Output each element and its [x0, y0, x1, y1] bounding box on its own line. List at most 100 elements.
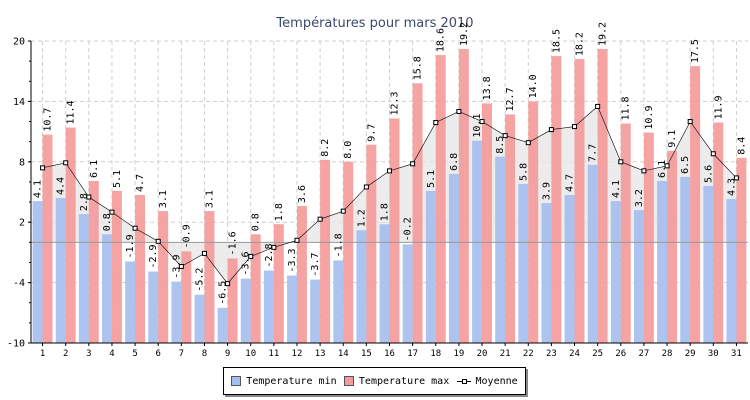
value-label: 4.1: [611, 180, 622, 198]
bar-max: [482, 103, 492, 343]
bar-max: [273, 224, 284, 343]
bar-min: [657, 180, 668, 343]
x-tick-label: 6: [155, 349, 160, 359]
value-label: 4.7: [565, 174, 576, 192]
bar-min: [425, 190, 436, 343]
bar-min: [32, 201, 43, 343]
bar-min: [148, 271, 159, 343]
value-label: 4.1: [33, 180, 44, 198]
value-label: 3.1: [204, 190, 215, 208]
bar-min: [564, 195, 575, 343]
value-label: 6.1: [657, 160, 668, 178]
average-marker: [410, 161, 416, 167]
value-label: -1.8: [333, 233, 344, 257]
average-marker: [201, 250, 207, 256]
legend-label-average: Moyenne: [475, 375, 518, 387]
bar-min: [171, 281, 182, 343]
bar-max: [389, 118, 400, 343]
chart-title: Températures pour mars 2010: [276, 16, 474, 31]
value-label: 10.7: [43, 108, 54, 132]
bar-max: [65, 127, 76, 343]
bar-min: [518, 183, 529, 343]
value-label: 10.1: [472, 114, 483, 138]
average-marker: [572, 124, 578, 130]
x-tick-label: 10: [245, 349, 256, 359]
value-label: 0.8: [251, 213, 262, 231]
bar-max: [713, 122, 724, 343]
average-marker: [271, 244, 277, 250]
value-label: -6.5: [218, 281, 229, 305]
bar-max: [736, 157, 747, 343]
legend-swatch-max: [343, 376, 354, 386]
y-tick-label: -4: [13, 278, 25, 289]
value-label: 4.4: [56, 177, 67, 195]
value-label: -3.9: [171, 254, 182, 278]
y-tick-label: 20: [13, 37, 25, 48]
value-label: 8.2: [320, 139, 331, 157]
value-label: 8.0: [343, 141, 354, 159]
average-marker: [710, 151, 716, 157]
value-label: -3.7: [310, 252, 321, 276]
bar-min: [379, 224, 390, 343]
average-marker: [63, 160, 69, 166]
bar-min: [610, 201, 621, 343]
x-tick-label: 30: [708, 349, 719, 359]
value-label: -5.2: [194, 268, 205, 292]
bar-min: [310, 279, 321, 343]
bar-min: [125, 261, 136, 343]
bar-max: [296, 206, 307, 343]
value-label: 1.8: [274, 203, 285, 221]
x-tick-label: 1: [40, 349, 45, 359]
value-label: 15.8: [413, 56, 424, 80]
bar-max: [343, 161, 354, 343]
value-label: 3.2: [634, 189, 645, 207]
value-label: 13.8: [482, 76, 493, 100]
value-label: 6.1: [89, 160, 100, 178]
average-marker: [433, 120, 439, 126]
x-tick-label: 20: [477, 349, 488, 359]
value-label: 19.2: [598, 22, 609, 46]
bar-max: [412, 83, 423, 343]
value-label: 5.1: [112, 170, 123, 188]
bar-min: [402, 244, 413, 343]
bar-max: [574, 59, 585, 344]
average-marker: [548, 127, 554, 133]
x-tick-label: 11: [268, 349, 279, 359]
value-label: -0.2: [403, 217, 414, 241]
bar-max: [366, 144, 377, 343]
bar-max: [250, 234, 261, 343]
value-label: -1.9: [125, 234, 136, 258]
x-tick-label: 24: [569, 349, 580, 359]
average-marker: [317, 216, 323, 222]
y-tick-label: 2: [19, 218, 25, 229]
bar-max: [135, 195, 146, 343]
bar-min: [680, 176, 691, 343]
legend: Temperature min Temperature max Moyenne: [223, 367, 526, 395]
legend-swatch-min: [231, 376, 242, 386]
value-label: 11.4: [66, 100, 77, 124]
bar-max: [42, 134, 53, 343]
bar-min: [263, 270, 274, 343]
value-label: 4.3: [726, 178, 737, 196]
value-label: 7.7: [588, 144, 599, 162]
value-label: 1.2: [356, 209, 367, 227]
average-marker: [687, 119, 693, 125]
x-tick-label: 7: [179, 349, 184, 359]
legend-label-max: Temperature max: [358, 375, 450, 387]
x-tick-label: 27: [638, 349, 649, 359]
value-label: 10.9: [644, 106, 655, 130]
bar-min: [495, 156, 506, 343]
bar-min: [726, 199, 737, 343]
value-label: 8.4: [736, 137, 747, 155]
average-marker: [502, 133, 508, 139]
value-label: 3.6: [297, 185, 308, 203]
value-label: 5.8: [518, 163, 529, 181]
bar-min: [541, 203, 552, 343]
average-marker: [109, 209, 115, 215]
average-marker: [132, 225, 138, 231]
average-marker: [525, 140, 531, 146]
bar-min: [55, 198, 66, 343]
bar-max: [597, 49, 608, 343]
data-labels: 4.1 10.7 4.4 11.4 2.8 6.1 0.8 5.1 -1.9 4.7 -2.9 3.1…: [33, 22, 748, 305]
